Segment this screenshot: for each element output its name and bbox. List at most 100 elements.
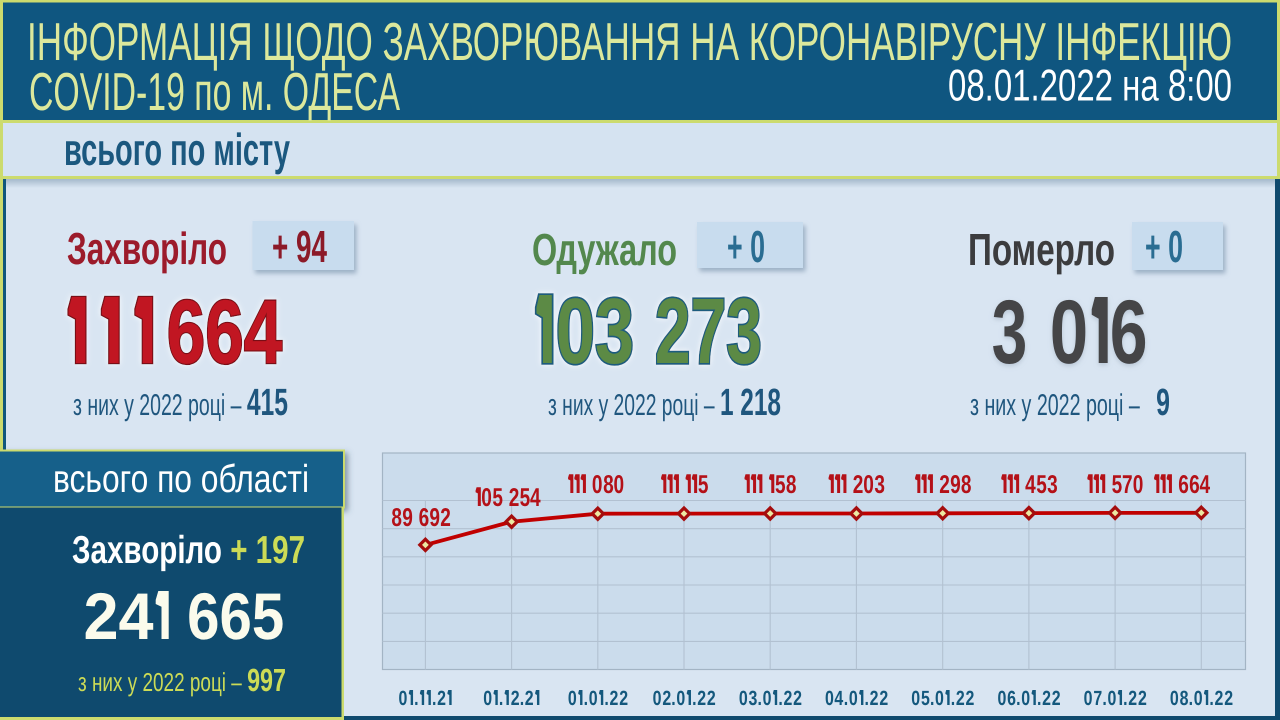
svg-text:2: 2 (525, 687, 534, 710)
svg-text:0: 0 (825, 687, 834, 710)
svg-text:4: 4 (1200, 471, 1211, 499)
svg-text:.: . (1102, 687, 1106, 710)
svg-text:0: 0 (1050, 282, 1088, 383)
svg-text:0: 0 (653, 687, 662, 710)
svg-text:+ 94: + 94 (272, 221, 327, 272)
svg-text:.: . (844, 687, 848, 710)
svg-text:2: 2 (1138, 687, 1147, 710)
svg-text:.: . (1123, 687, 1127, 710)
svg-text:з них у 2022 році – 9: з них у 2022 році – 9 (970, 382, 1170, 424)
svg-text:0: 0 (1107, 687, 1116, 710)
svg-text:2: 2 (707, 687, 716, 710)
svg-text:665: 665 (187, 579, 284, 653)
svg-text:3: 3 (1047, 471, 1058, 499)
svg-text:5: 5 (1036, 471, 1047, 499)
svg-text:5: 5 (921, 687, 930, 710)
svg-text:+ 0: + 0 (727, 221, 765, 272)
svg-text:5: 5 (520, 484, 531, 512)
svg-text:.: . (604, 687, 608, 710)
svg-text:4: 4 (530, 484, 541, 512)
svg-text:2: 2 (440, 504, 451, 532)
svg-text:5: 5 (698, 471, 709, 499)
svg-text:.: . (432, 687, 436, 710)
svg-text:2: 2 (511, 687, 520, 710)
svg-text:0: 0 (1084, 687, 1093, 710)
svg-text:3: 3 (874, 471, 885, 499)
svg-text:0: 0 (763, 687, 772, 710)
svg-text:4: 4 (1025, 471, 1036, 499)
svg-text:2: 2 (853, 471, 864, 499)
svg-text:0: 0 (849, 687, 858, 710)
svg-text:7: 7 (1093, 687, 1102, 710)
svg-text:9: 9 (950, 471, 961, 499)
svg-text:Одужало: Одужало (532, 224, 677, 275)
svg-text:0: 0 (1194, 687, 1203, 710)
svg-text:.: . (1016, 687, 1020, 710)
svg-text:.: . (671, 687, 675, 710)
svg-text:8: 8 (603, 471, 614, 499)
svg-text:.: . (865, 687, 869, 710)
svg-text:8: 8 (786, 471, 797, 499)
svg-text:.: . (1189, 687, 1193, 710)
svg-text:0: 0 (1133, 471, 1144, 499)
svg-text:0: 0 (481, 484, 492, 512)
svg-text:0: 0 (1021, 687, 1030, 710)
svg-text:664: 664 (167, 282, 283, 383)
svg-text:Захворіло: Захворіло (67, 223, 227, 274)
svg-text:0: 0 (863, 471, 874, 499)
svg-text:0: 0 (739, 687, 748, 710)
svg-text:2: 2 (870, 687, 879, 710)
svg-text:.: . (758, 687, 762, 710)
svg-text:.: . (414, 687, 418, 710)
svg-text:8: 8 (1180, 687, 1189, 710)
svg-text:2: 2 (610, 687, 619, 710)
svg-text:2: 2 (662, 687, 671, 710)
svg-text:0: 0 (399, 687, 408, 710)
svg-text:з них у 2022 році – 997: з них у 2022 році – 997 (78, 662, 286, 698)
svg-text:0: 0 (592, 471, 603, 499)
svg-text:2: 2 (956, 687, 965, 710)
svg-text:0: 0 (911, 687, 920, 710)
svg-text:6: 6 (419, 504, 430, 532)
svg-text:2: 2 (509, 484, 520, 512)
svg-text:всього по області: всього по області (53, 458, 309, 501)
svg-text:2: 2 (939, 471, 950, 499)
svg-text:2: 2 (966, 687, 975, 710)
svg-text:3: 3 (749, 687, 758, 710)
svg-text:0: 0 (935, 687, 944, 710)
svg-text:2: 2 (697, 687, 706, 710)
svg-text:4: 4 (834, 687, 843, 710)
svg-text:.: . (1037, 687, 1041, 710)
svg-text:.: . (951, 687, 955, 710)
svg-text:2: 2 (619, 687, 628, 710)
svg-text:Померло: Померло (968, 224, 1115, 275)
svg-text:0: 0 (589, 687, 598, 710)
svg-text:6: 6 (1007, 687, 1016, 710)
svg-text:5: 5 (775, 471, 786, 499)
svg-text:5: 5 (492, 484, 503, 512)
svg-text:9: 9 (402, 504, 413, 532)
svg-text:0: 0 (1170, 687, 1179, 710)
svg-text:2: 2 (1224, 687, 1233, 710)
svg-text:Захворіло + 197: Захворіло + 197 (72, 529, 305, 572)
svg-text:0: 0 (483, 687, 492, 710)
svg-text:2: 2 (879, 687, 888, 710)
svg-text:COVID-19 по м. ОДЕСА: COVID-19 по м. ОДЕСА (29, 63, 400, 122)
svg-text:.: . (778, 687, 782, 710)
svg-text:08.01.2022 на 8:00: 08.01.2022 на 8:00 (948, 62, 1232, 111)
svg-text:9: 9 (429, 504, 440, 532)
svg-text:0: 0 (997, 687, 1006, 710)
svg-text:3: 3 (992, 282, 1028, 383)
svg-text:273: 273 (655, 279, 762, 383)
svg-text:0: 0 (614, 471, 625, 499)
svg-text:.: . (692, 687, 696, 710)
svg-text:ІНФОРМАЦІЯ ЩОДО ЗАХВОРЮВАННЯ Н: ІНФОРМАЦІЯ ЩОДО ЗАХВОРЮВАННЯ НА КОРОНАВІ… (27, 13, 1232, 72)
svg-text:6: 6 (1110, 282, 1148, 383)
svg-text:.: . (930, 687, 934, 710)
svg-text:2: 2 (1052, 687, 1061, 710)
svg-text:6: 6 (1189, 471, 1200, 499)
svg-text:6: 6 (1178, 471, 1189, 499)
svg-text:.: . (499, 687, 503, 710)
svg-text:всього по місту: всього по місту (64, 124, 290, 175)
svg-text:2: 2 (1128, 687, 1137, 710)
